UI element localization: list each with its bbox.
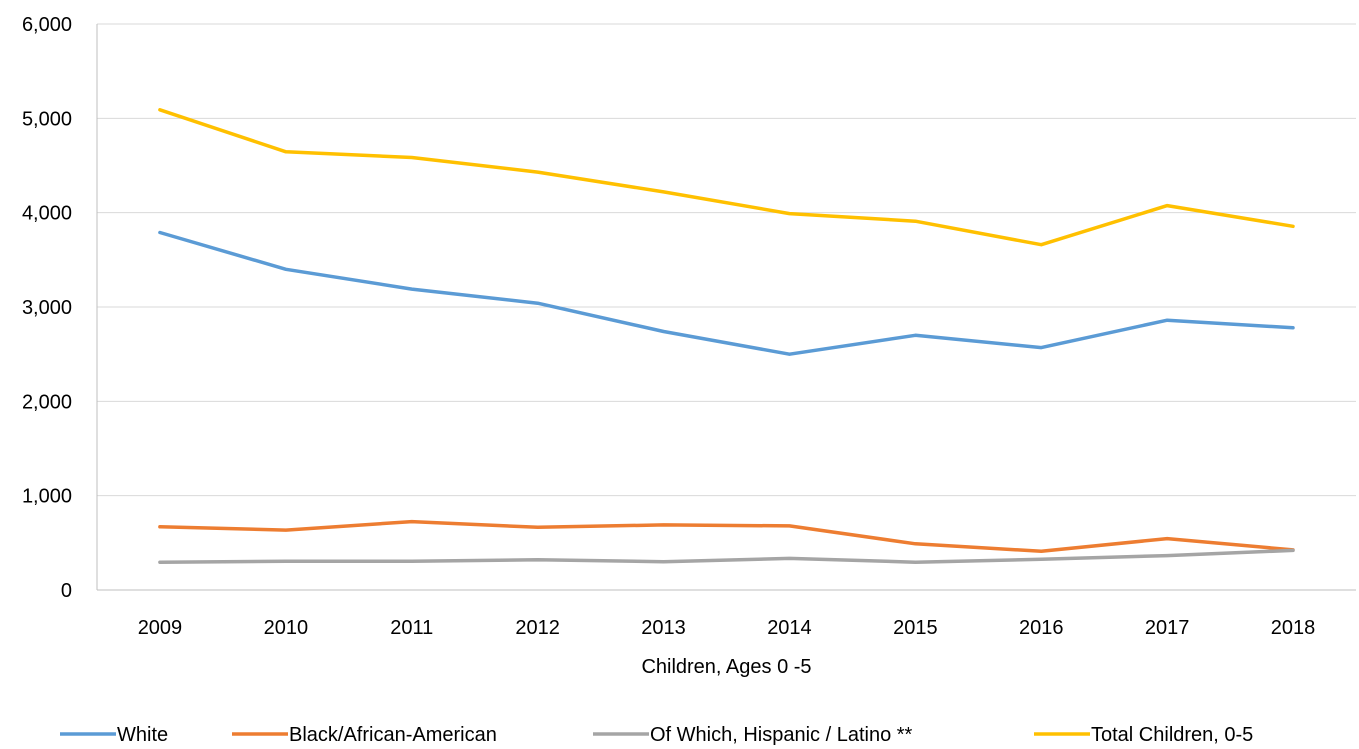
- x-tick-label: 2016: [1019, 617, 1064, 639]
- x-tick-label: 2017: [1145, 617, 1190, 639]
- legend-label: White: [117, 724, 168, 746]
- y-tick-label: 5,000: [22, 108, 72, 130]
- y-tick-label: 3,000: [22, 297, 72, 319]
- x-tick-label: 2018: [1271, 617, 1316, 639]
- series-line: [158, 108, 1295, 247]
- y-tick-label: 6,000: [22, 14, 72, 36]
- y-axis-ticks: 0 1,000 2,000 3,000 4,000 5,000 6,000: [22, 14, 72, 602]
- y-tick-label: 1,000: [22, 486, 72, 508]
- legend-label: Black/African-American: [289, 724, 497, 746]
- legend-label: Total Children, 0-5: [1091, 724, 1253, 746]
- y-tick-label: 0: [61, 580, 72, 602]
- x-tick-label: 2014: [767, 617, 812, 639]
- series-lines: [158, 108, 1295, 564]
- x-tick-label: 2010: [264, 617, 309, 639]
- x-tick-label: 2015: [893, 617, 938, 639]
- x-axis-ticks: 2009 2010 2011 2012 2013 2014 2015 2016 2017 2018: [138, 617, 1316, 639]
- x-tick-label: 2012: [515, 617, 560, 639]
- legend: White Black/African-American Of Which, His…: [60, 724, 1253, 746]
- x-axis-title: Children, Ages 0 -5: [641, 656, 811, 678]
- series-line: [158, 230, 1295, 356]
- gridlines: [96, 23, 1356, 591]
- x-tick-label: 2013: [641, 617, 686, 639]
- series-line: [158, 548, 1295, 564]
- y-tick-label: 2,000: [22, 391, 72, 413]
- series-line: [158, 519, 1295, 554]
- x-tick-label: 2011: [390, 617, 433, 639]
- x-tick-label: 2009: [138, 617, 183, 639]
- legend-label: Of Which, Hispanic / Latino **: [650, 724, 913, 746]
- y-tick-label: 4,000: [22, 203, 72, 225]
